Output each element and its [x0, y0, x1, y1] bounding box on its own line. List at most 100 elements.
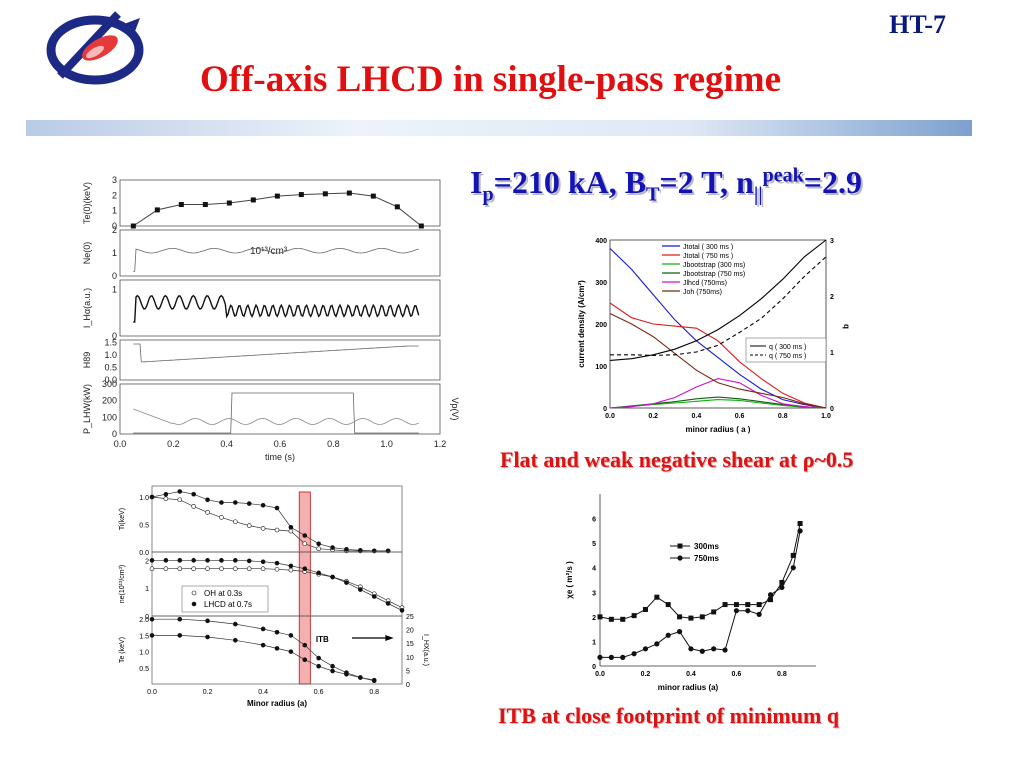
data-point	[316, 663, 321, 669]
data-point	[779, 579, 785, 585]
data-point	[779, 584, 785, 590]
data-point	[642, 646, 649, 652]
legend-label: q ( 750 ms )	[769, 353, 806, 360]
x-tick-label: 0.8	[777, 671, 787, 678]
x-tick-label: 0.0	[595, 671, 605, 678]
data-point	[688, 646, 694, 652]
data-point	[246, 566, 252, 571]
y-tick-label: 300	[102, 379, 117, 389]
slide-title: Off-axis LHCD in single-pass regime	[200, 59, 782, 100]
data-point	[316, 541, 321, 547]
data-point	[665, 602, 671, 608]
data-point	[597, 654, 603, 660]
x-tick-label: 0.4	[258, 689, 268, 696]
data-point	[233, 558, 238, 563]
data-point	[699, 648, 705, 654]
data-point	[371, 594, 377, 599]
data-point	[205, 497, 210, 503]
data-point	[316, 570, 321, 576]
data-point	[219, 558, 224, 563]
data-point	[722, 647, 728, 653]
te-point	[154, 207, 160, 213]
data-point	[733, 602, 739, 608]
data-point	[608, 616, 614, 622]
y-tick-label: 400	[595, 238, 607, 245]
title-divider-bar	[26, 120, 972, 136]
y-tick-label: 1	[112, 248, 117, 258]
legend-box	[181, 585, 269, 613]
y-tick-label: 0.5	[139, 523, 149, 530]
y-tick-label-right: 0	[406, 682, 410, 689]
data-point	[316, 546, 321, 551]
series-line	[610, 256, 827, 356]
data-point	[260, 626, 266, 632]
data-point	[330, 574, 335, 580]
y-tick-label: 200	[595, 322, 607, 329]
data-point	[790, 565, 796, 571]
data-point	[699, 614, 705, 620]
y-tick-label: 0	[112, 271, 117, 281]
x-tick-label: 0.0	[605, 413, 615, 420]
data-point	[205, 510, 210, 515]
data-point	[288, 567, 294, 573]
data-point	[274, 566, 280, 572]
data-point	[274, 629, 280, 635]
data-point	[233, 637, 238, 643]
x-tick-label: 1.0	[380, 439, 393, 449]
y-axis-label: Te (keV)	[119, 637, 126, 663]
data-point	[344, 670, 349, 675]
data-point	[358, 587, 363, 592]
data-point	[597, 614, 603, 620]
panel-frame	[151, 615, 403, 685]
y-tick-label: 1.5	[139, 633, 149, 640]
y-axis-label: I_Hα(a.u.)	[82, 288, 92, 328]
legend-label: q ( 300 ms )	[769, 344, 806, 351]
data-point	[608, 654, 614, 660]
y-tick-label: 100	[102, 412, 117, 422]
institute-logo	[46, 11, 144, 85]
x-tick-label: 0.6	[735, 413, 745, 420]
y-tick-label: 2.0	[139, 617, 149, 624]
data-point	[177, 616, 183, 622]
y-tick-label: 0	[112, 429, 117, 439]
series-line	[151, 491, 389, 552]
data-point	[149, 494, 155, 500]
data-point	[274, 505, 280, 511]
series-line	[609, 248, 827, 409]
itb-band	[298, 491, 311, 685]
data-point	[756, 602, 762, 608]
data-point	[288, 524, 294, 530]
data-point	[191, 504, 196, 509]
q-legend-box	[745, 337, 827, 363]
x-tick-label: 1.0	[821, 413, 831, 420]
te-point	[394, 204, 400, 210]
y-tick-label-right: 5	[406, 668, 410, 675]
x-axis-label: minor radius (a)	[658, 683, 719, 692]
chi-e-chart: 0 1 2 3 4 5 6 0.0 0.2 0.4 0.6 0.8 minor radius (a) χe…	[565, 494, 816, 692]
te-point	[226, 200, 232, 206]
current-density-chart: 0.0 0.2 0.4 0.6 0.8 1.001002003004000123minor…	[577, 238, 850, 434]
y-axis-label-right: I_HX(a.u.)	[422, 634, 429, 666]
data-point	[260, 502, 266, 508]
x-tick-label: 0.4	[220, 439, 233, 449]
data-point	[756, 611, 762, 617]
data-point	[163, 496, 169, 501]
data-point	[246, 523, 252, 528]
legend-label: Jlhcd (750ms)	[683, 280, 727, 287]
y-tick-label: 1	[112, 206, 117, 216]
y-tick-label: 0	[112, 331, 117, 341]
x-tick-label: 0.0	[114, 439, 127, 449]
y-tick-label: 200	[102, 396, 117, 406]
data-point	[330, 668, 335, 674]
data-point	[385, 601, 391, 606]
data-point	[219, 515, 224, 520]
x-tick-label: 0.6	[274, 439, 287, 449]
x-tick-label: 0.6	[314, 689, 324, 696]
data-point	[722, 602, 728, 608]
data-point	[163, 558, 169, 563]
y-tick-label-right: 10	[406, 655, 414, 662]
te-point	[298, 192, 304, 198]
y-tick-label-right: 15	[406, 641, 414, 648]
y-axis-label: H89	[82, 352, 92, 369]
legend-label: 300ms	[694, 542, 719, 551]
